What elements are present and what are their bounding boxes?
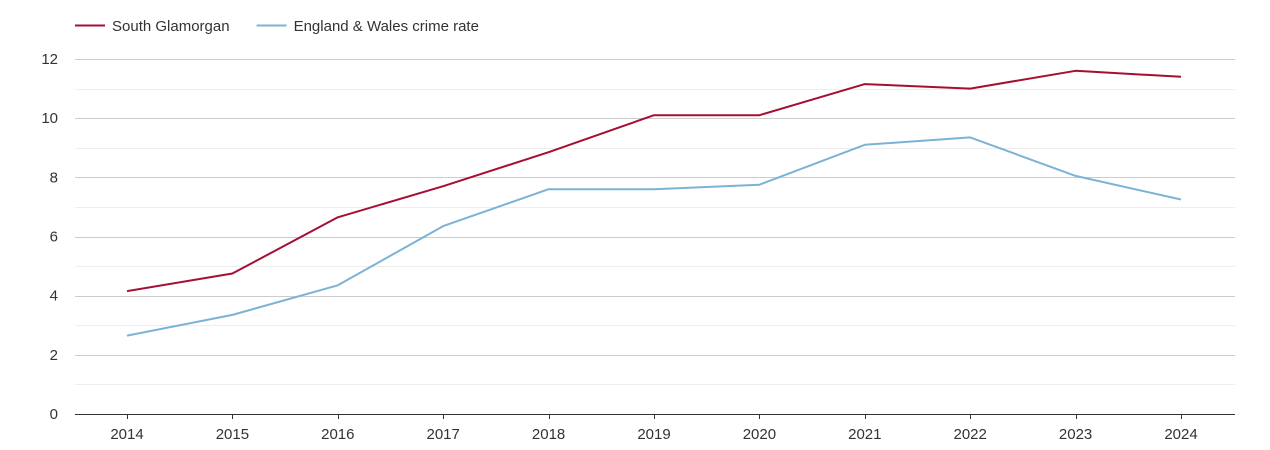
- x-tick-label: 2017: [427, 426, 460, 443]
- x-axis-ticks: 2014 2015 2016 2017 2018 2019 2020 2021 2022 2023…: [110, 414, 1198, 443]
- series-lines: [126, 69, 1182, 337]
- y-tick-label: 12: [41, 51, 58, 68]
- x-tick-label: 2014: [110, 426, 143, 443]
- legend-label: England & Wales crime rate: [294, 18, 479, 35]
- x-tick-label: 2016: [321, 426, 354, 443]
- x-tick-label: 2022: [954, 426, 987, 443]
- x-tick-label: 2015: [216, 426, 249, 443]
- y-tick-label: 0: [50, 406, 58, 423]
- y-tick-label: 8: [50, 169, 58, 186]
- y-axis-ticks: 0 2 4 6 8 10 12: [41, 51, 58, 423]
- x-tick-label: 2020: [743, 426, 776, 443]
- y-tick-label: 2: [50, 347, 58, 364]
- series-line-south-glamorgan: [126, 69, 1182, 293]
- y-tick-label: 6: [50, 229, 58, 246]
- legend: South Glamorgan England & Wales crime rat…: [75, 18, 479, 35]
- series-line-england-wales-crime-rate: [126, 136, 1182, 337]
- legend-label: South Glamorgan: [112, 18, 230, 35]
- x-tick-label: 2024: [1164, 426, 1197, 443]
- x-tick-label: 2019: [637, 426, 670, 443]
- x-tick-label: 2021: [848, 426, 881, 443]
- x-tick-label: 2018: [532, 426, 565, 443]
- x-tick-label: 2023: [1059, 426, 1092, 443]
- y-tick-label: 10: [41, 110, 58, 127]
- y-tick-label: 4: [50, 288, 58, 305]
- gridlines: [75, 59, 1235, 415]
